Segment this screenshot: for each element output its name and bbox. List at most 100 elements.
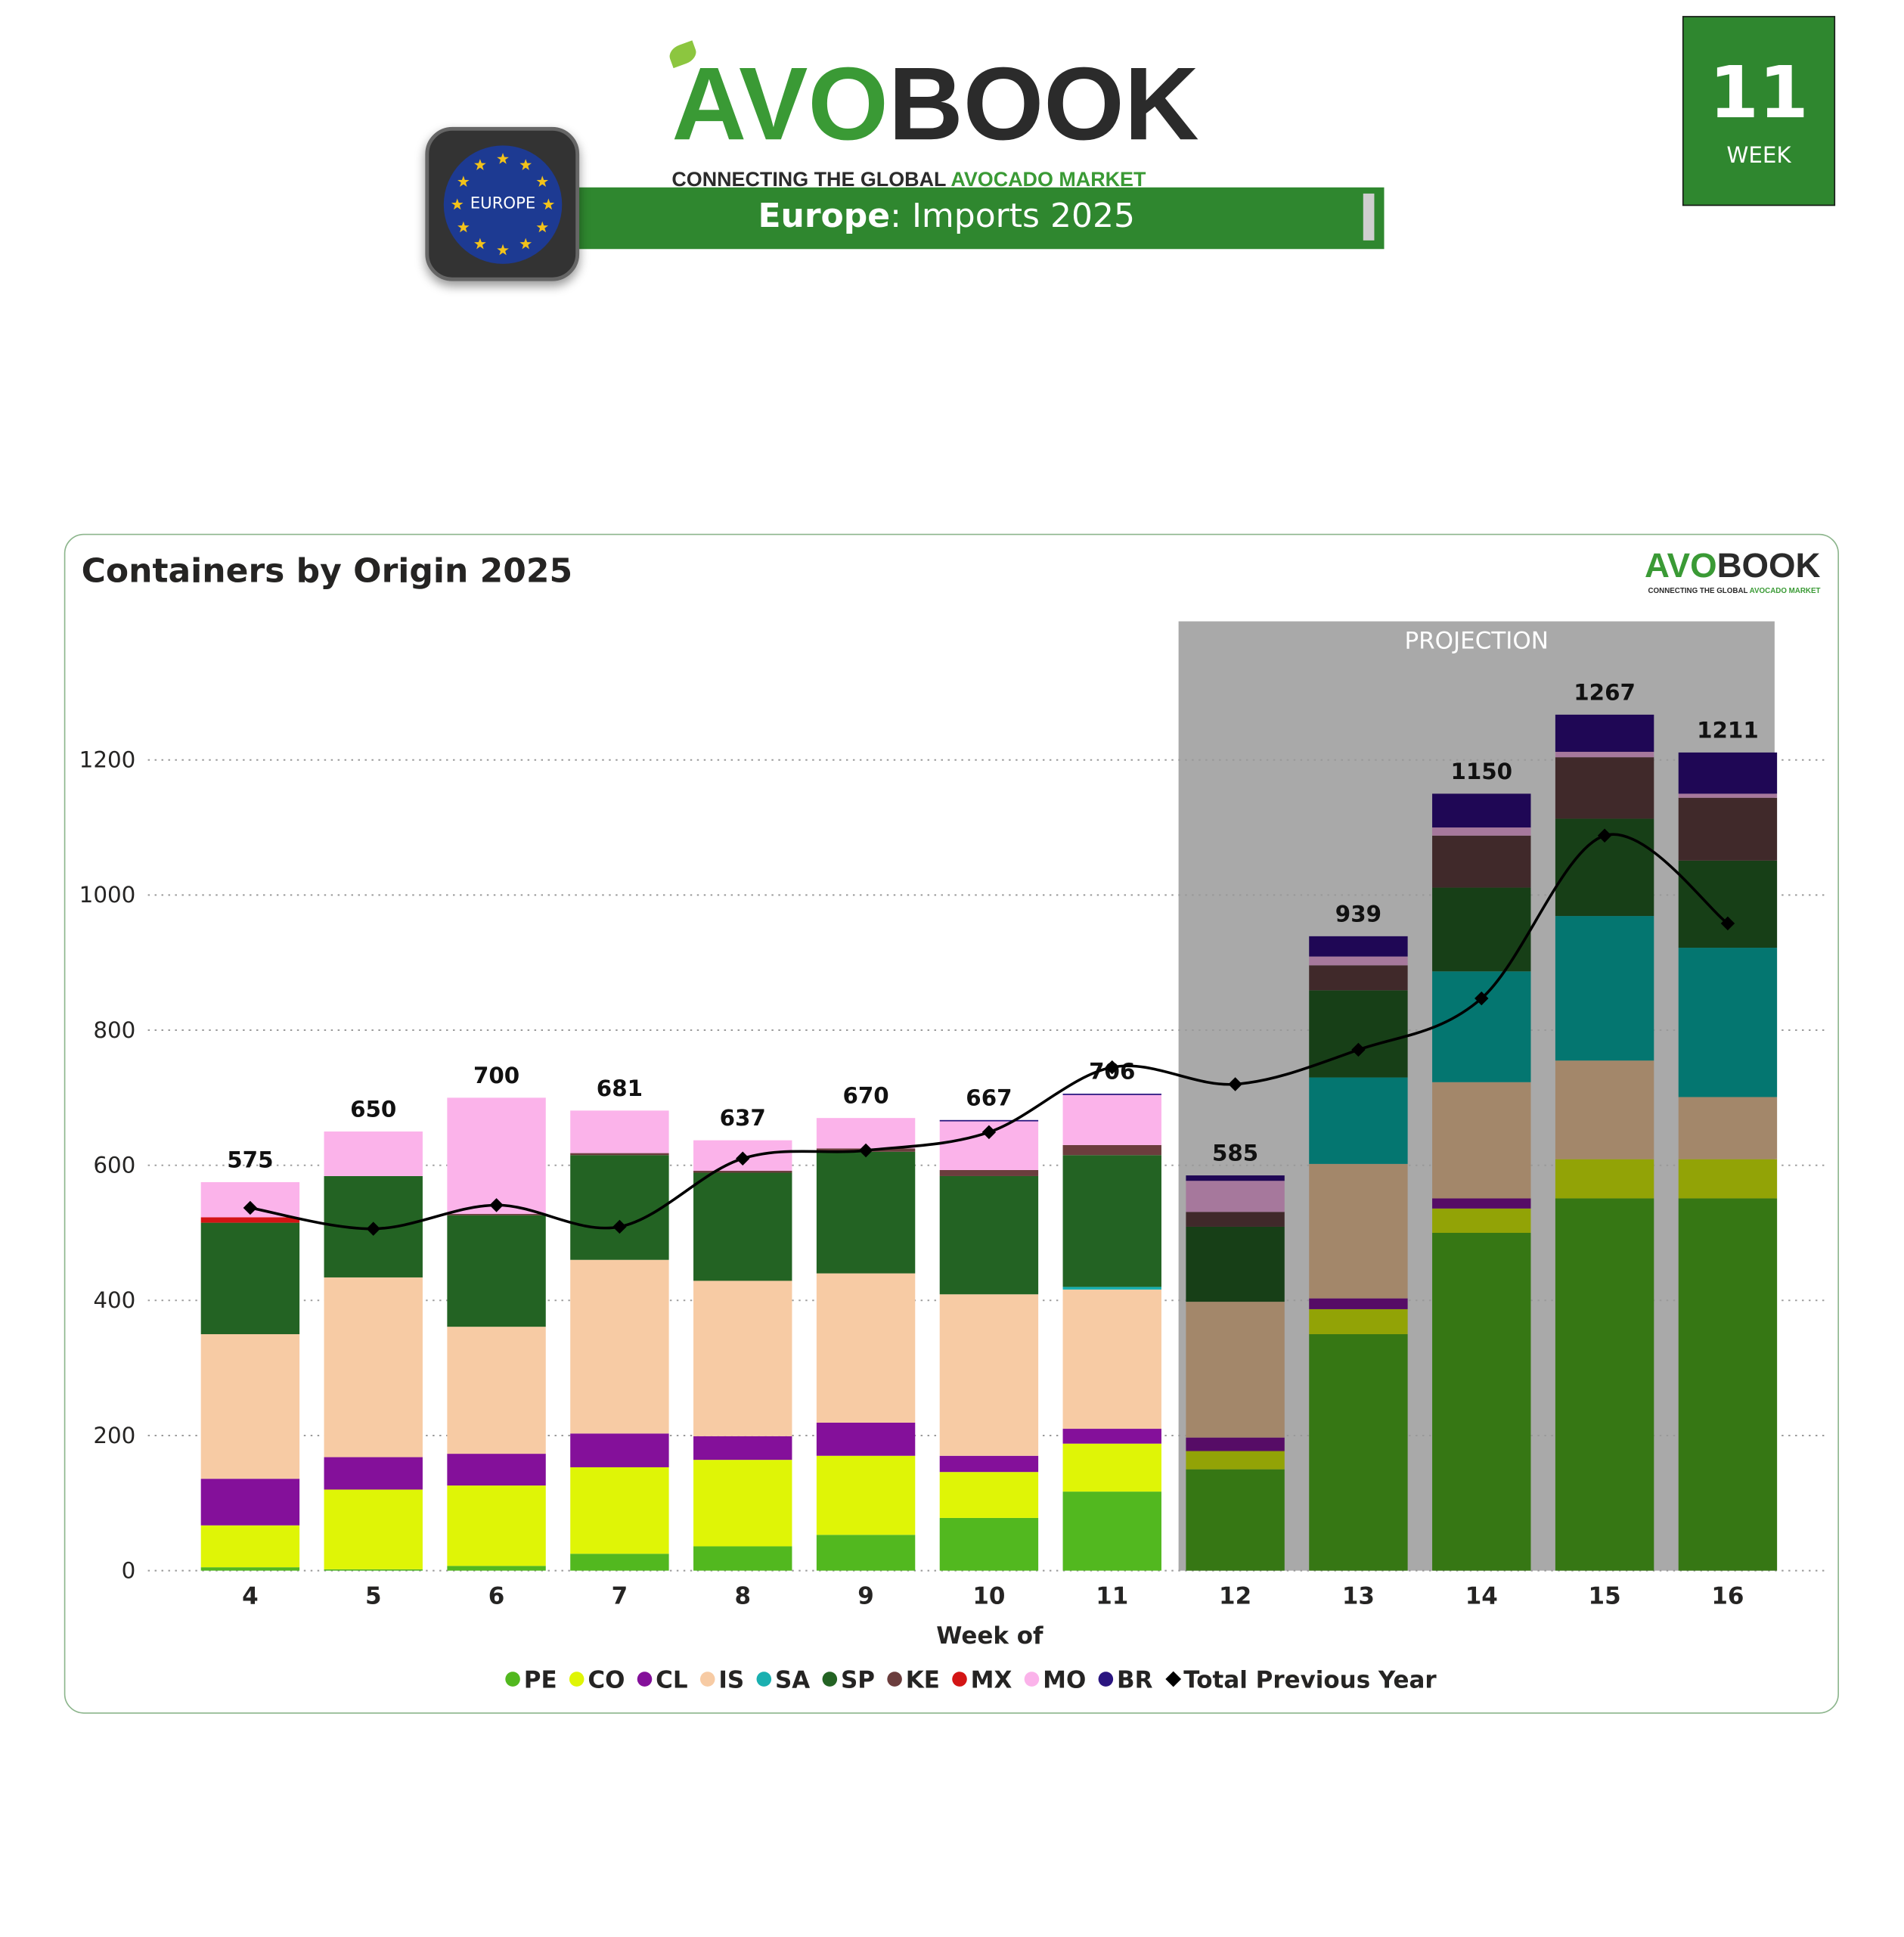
bar-segment-sp-week-8 — [693, 1172, 792, 1281]
previous-year-marker — [1720, 916, 1735, 931]
bar-segment-co-week-11 — [1062, 1443, 1161, 1492]
eu-star-icon — [542, 198, 555, 210]
logo-avo: AVO — [671, 45, 888, 162]
total-label: 637 — [720, 1105, 766, 1131]
bar-segment-br-week-16 — [1678, 752, 1778, 794]
bar-segment-br-week-10 — [939, 1119, 1039, 1122]
bar-segment-sa-week-13 — [1309, 1077, 1408, 1164]
bar-segment-co-week-16 — [1678, 1159, 1778, 1199]
x-tick-label: 7 — [612, 1583, 628, 1610]
eu-star-icon — [457, 175, 470, 187]
bar-segment-pe-week-12 — [1186, 1469, 1285, 1571]
europe-badge: EUROPE — [425, 126, 580, 281]
bar-segment-sp-week-4 — [200, 1222, 300, 1334]
legend-marker-previous-year — [1165, 1671, 1182, 1687]
avobook-mini-logo: AVOBOOK CONNECTING THE GLOBAL AVOCADO MA… — [1645, 545, 1820, 596]
bar-segment-is-week-7 — [570, 1259, 669, 1434]
previous-year-marker — [489, 1198, 504, 1212]
legend-dot-pe — [505, 1672, 520, 1687]
bar-segment-is-week-14 — [1432, 1082, 1531, 1199]
y-tick-label: 400 — [93, 1287, 135, 1313]
legend-label-co: CO — [588, 1666, 625, 1693]
bar-segment-cl-week-13 — [1309, 1298, 1408, 1309]
logo-tagline: CONNECTING THE GLOBAL AVOCADO MARKET — [671, 169, 1239, 193]
bar-segment-is-week-15 — [1555, 1060, 1654, 1159]
x-tick-label: 12 — [1219, 1583, 1251, 1610]
legend-label-br: BR — [1117, 1666, 1153, 1693]
bar-segment-co-week-10 — [939, 1472, 1039, 1518]
bar-segment-pe-week-7 — [570, 1554, 669, 1571]
bar-segment-mo-week-16 — [1678, 793, 1778, 798]
bar-segment-cl-week-6 — [447, 1454, 546, 1486]
week-number: 11 — [1709, 50, 1809, 135]
bar-segment-is-week-11 — [1062, 1290, 1161, 1429]
bar-segment-cl-week-10 — [939, 1455, 1039, 1473]
x-tick-label: 16 — [1711, 1583, 1744, 1610]
legend-dot-sa — [756, 1672, 772, 1687]
bar-segment-mo-week-5 — [324, 1131, 423, 1176]
legend-dot-sp — [822, 1672, 838, 1687]
bar-segment-sa-week-15 — [1555, 916, 1654, 1061]
legend-dot-ke — [887, 1672, 902, 1687]
bar-segment-mo-week-13 — [1309, 956, 1408, 966]
eu-star-icon — [536, 221, 549, 233]
x-tick-label: 8 — [734, 1583, 751, 1610]
bar-segment-co-week-9 — [816, 1455, 916, 1535]
legend-label-sp: SP — [841, 1666, 875, 1693]
legend-label-pe: PE — [524, 1666, 557, 1693]
total-label: 1267 — [1574, 679, 1636, 705]
avobook-logo: AVOBOOK CONNECTING THE GLOBAL AVOCADO MA… — [666, 40, 1239, 193]
legend-dot-br — [1098, 1672, 1114, 1687]
mini-tagline-dark: CONNECTING THE GLOBAL — [1648, 587, 1750, 595]
total-label: 939 — [1335, 901, 1381, 927]
legend-label-is: IS — [718, 1666, 744, 1693]
bar-segment-co-week-12 — [1186, 1451, 1285, 1470]
bar-segment-is-week-5 — [324, 1277, 423, 1457]
bar-segment-ke-week-7 — [570, 1153, 669, 1156]
legend-dot-cl — [637, 1672, 653, 1687]
eu-star-icon — [519, 237, 532, 250]
bar-segment-ke-week-16 — [1678, 797, 1778, 861]
bar-segment-mo-week-7 — [570, 1110, 669, 1153]
bar-segment-is-week-8 — [693, 1280, 792, 1436]
bar-segment-cl-week-12 — [1186, 1437, 1285, 1451]
total-label: 1211 — [1697, 717, 1759, 743]
bar-segment-pe-week-13 — [1309, 1333, 1408, 1571]
bar-segment-sp-week-12 — [1186, 1226, 1285, 1302]
legend-label-sa: SA — [775, 1666, 810, 1693]
total-label: 1150 — [1450, 759, 1512, 784]
bar-segment-mx-week-4 — [200, 1217, 300, 1223]
bar-segment-mo-week-12 — [1186, 1181, 1285, 1212]
bar-segment-ke-week-8 — [693, 1170, 792, 1173]
x-tick-label: 6 — [488, 1583, 505, 1610]
total-label: 681 — [597, 1076, 643, 1101]
badge-label: EUROPE — [470, 194, 536, 213]
bar-segment-pe-week-6 — [447, 1566, 546, 1571]
tagline-green: AVOCADO MARKET — [950, 168, 1146, 191]
total-label: 667 — [966, 1085, 1012, 1110]
x-tick-label: 13 — [1342, 1583, 1375, 1610]
legend-label-mo: MO — [1043, 1666, 1086, 1693]
legend-dot-co — [569, 1672, 585, 1687]
bar-segment-ke-week-14 — [1432, 835, 1531, 888]
x-axis-title: Week of — [936, 1622, 1043, 1650]
bar-segment-sp-week-14 — [1432, 887, 1531, 972]
banner-tab — [1363, 193, 1375, 241]
legend-dot-is — [699, 1672, 715, 1687]
bar-segment-sp-week-7 — [570, 1155, 669, 1260]
bar-segment-ke-week-13 — [1309, 965, 1408, 991]
x-tick-label: 9 — [857, 1583, 874, 1610]
legend-label-cl: CL — [656, 1666, 687, 1693]
bar-segment-pe-week-10 — [939, 1517, 1039, 1571]
bar-segment-sa-week-11 — [1062, 1287, 1161, 1290]
mini-logo-avo: AVO — [1645, 546, 1717, 585]
bar-segment-cl-week-4 — [200, 1479, 300, 1526]
week-badge: 11 WEEK — [1682, 16, 1836, 206]
chart-title: Containers by Origin 2025 — [81, 552, 573, 591]
title-banner: Europe: Imports 2025 — [542, 187, 1385, 250]
bar-segment-pe-week-4 — [200, 1567, 300, 1571]
bar-segment-co-week-4 — [200, 1525, 300, 1568]
logo-book: BOOK — [888, 45, 1199, 162]
total-label: 585 — [1212, 1141, 1258, 1166]
bar-segment-co-week-7 — [570, 1467, 669, 1554]
